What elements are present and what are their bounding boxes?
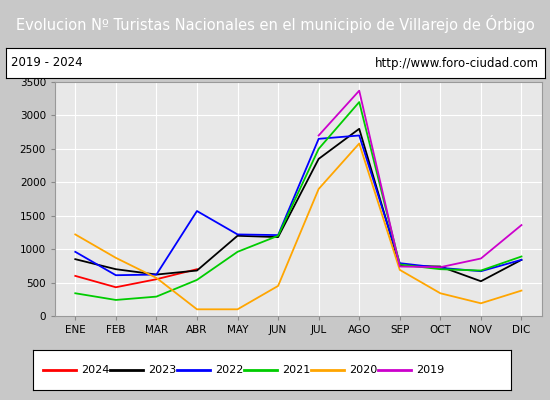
Text: 2024: 2024 <box>81 365 109 375</box>
Text: 2021: 2021 <box>282 365 310 375</box>
Text: 2019 - 2024: 2019 - 2024 <box>11 56 82 70</box>
Text: 2023: 2023 <box>148 365 176 375</box>
Text: Evolucion Nº Turistas Nacionales en el municipio de Villarejo de Órbigo: Evolucion Nº Turistas Nacionales en el m… <box>15 15 535 33</box>
Text: 2022: 2022 <box>215 365 243 375</box>
Text: 2019: 2019 <box>416 365 444 375</box>
Text: http://www.foro-ciudad.com: http://www.foro-ciudad.com <box>375 56 539 70</box>
Text: 2020: 2020 <box>349 365 377 375</box>
